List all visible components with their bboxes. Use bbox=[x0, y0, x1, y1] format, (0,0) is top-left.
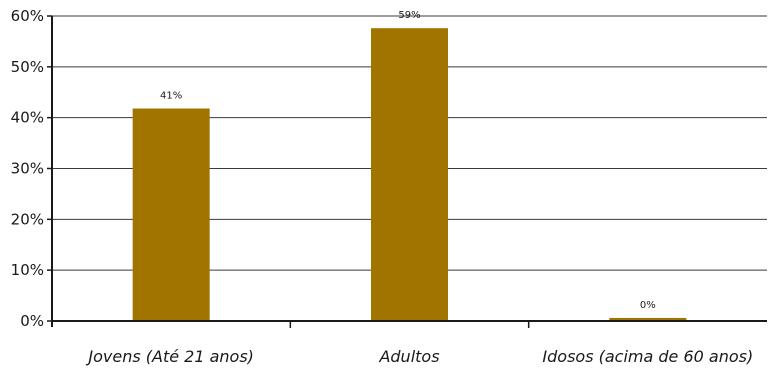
axes bbox=[47, 15, 767, 328]
x-category-label: Adultos bbox=[378, 347, 439, 366]
y-tick-label: 10% bbox=[11, 261, 44, 279]
x-tick-labels: Jovens (Até 21 anos) Adultos Idosos (acima… bbox=[85, 347, 753, 366]
y-tick-label: 20% bbox=[11, 210, 44, 228]
data-label: 0% bbox=[640, 300, 656, 311]
bar bbox=[609, 317, 687, 321]
bars bbox=[132, 28, 687, 322]
y-tick-labels: 0% 10% 20% 30% 40% 50% 60% bbox=[11, 7, 44, 330]
y-tick-label: 40% bbox=[11, 109, 44, 127]
y-tick-label: 60% bbox=[11, 7, 44, 25]
data-label: 59% bbox=[398, 10, 420, 21]
data-label: 41% bbox=[160, 91, 182, 102]
x-category-label: Idosos (acima de 60 anos) bbox=[542, 347, 753, 366]
y-tick-label: 50% bbox=[11, 58, 44, 76]
data-labels: 41% 59% 0% bbox=[160, 10, 656, 311]
y-tick-label: 0% bbox=[20, 312, 44, 330]
bar bbox=[371, 28, 448, 321]
x-category-label: Jovens (Até 21 anos) bbox=[85, 347, 254, 366]
y-tick-label: 30% bbox=[11, 160, 44, 178]
bar bbox=[132, 108, 210, 322]
